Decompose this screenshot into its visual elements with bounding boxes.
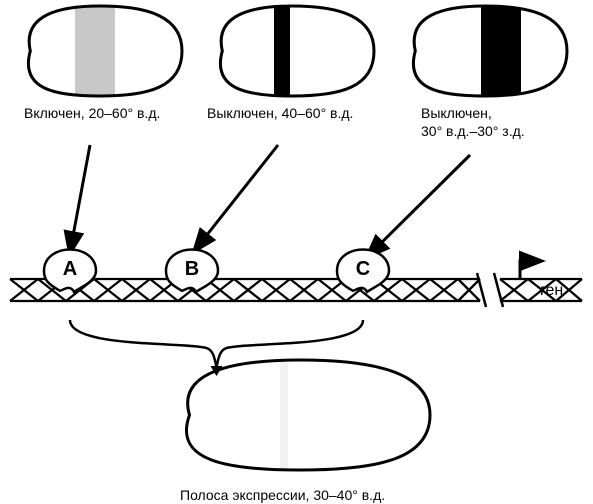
embryo-top-1 — [220, 6, 374, 96]
embryo-result — [186, 360, 430, 470]
diagram-canvas: ген A B C — [0, 0, 593, 503]
result-label: Полоса экспрессии, 30–40° в.д. — [180, 486, 385, 504]
promoter-arrow — [520, 261, 540, 279]
embryo-top-2-band — [481, 4, 521, 98]
arrow-to-site-0 — [70, 145, 90, 252]
factor-C-label: C — [356, 258, 370, 280]
embryo-top-1-band — [274, 4, 290, 98]
embryo-b-label: Выключен, 40–60° в.д. — [207, 104, 353, 122]
gene-label: ген — [540, 282, 563, 299]
embryo-top-0-band — [75, 4, 115, 98]
factor-B-label: B — [185, 258, 199, 280]
embryo-result-band — [280, 358, 288, 472]
arrow-to-site-1 — [195, 145, 278, 250]
embryo-a-label: Включен, 20–60° в.д. — [24, 104, 160, 122]
factor-A-label: A — [63, 258, 77, 280]
arrow-to-site-2 — [368, 155, 470, 256]
embryo-c-label: Выключен, 30° в.д.–30° з.д. — [421, 104, 525, 140]
